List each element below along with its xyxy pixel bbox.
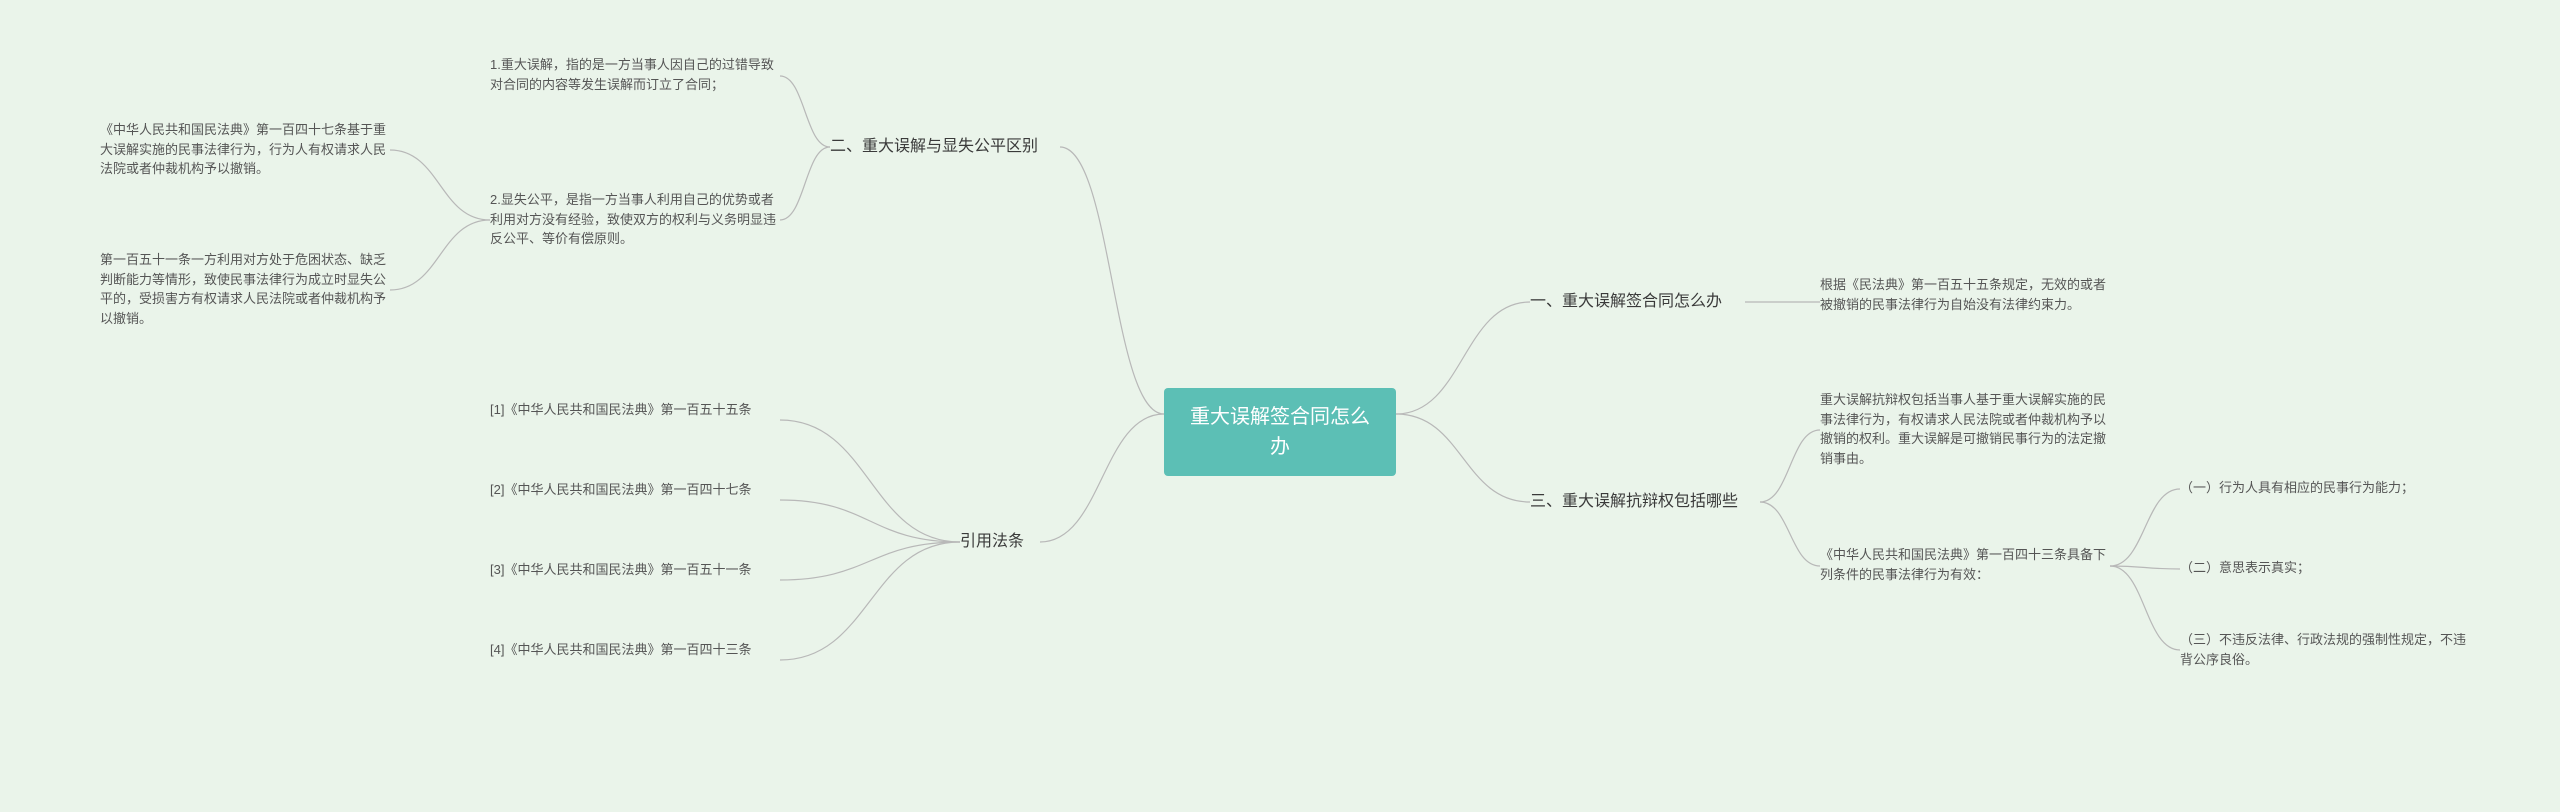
leaf-node: （三）不违反法律、行政法规的强制性规定，不违背公序良俗。 bbox=[2180, 630, 2470, 669]
connector bbox=[1040, 414, 1164, 542]
connector bbox=[780, 147, 830, 220]
leaf-node: （二）意思表示真实； bbox=[2180, 558, 2460, 578]
connector bbox=[2110, 566, 2180, 650]
leaf-node: 重大误解抗辩权包括当事人基于重大误解实施的民事法律行为，有权请求人民法院或者仲裁… bbox=[1820, 390, 2110, 468]
leaf-node: [2]《中华人民共和国民法典》第一百四十七条 bbox=[490, 480, 780, 500]
root-label: 重大误解签合同怎么办 bbox=[1190, 406, 1370, 458]
leaf-node: 《中华人民共和国民法典》第一百四十三条具备下列条件的民事法律行为有效： bbox=[1820, 545, 2110, 584]
branch-node: 三、重大误解抗辩权包括哪些 bbox=[1530, 490, 1760, 514]
leaf-node: [4]《中华人民共和国民法典》第一百四十三条 bbox=[490, 640, 780, 660]
branch-node: 二、重大误解与显失公平区别 bbox=[830, 135, 1060, 159]
connector bbox=[1396, 414, 1530, 502]
connector bbox=[780, 420, 960, 542]
leaf-node: 2.显失公平，是指一方当事人利用自己的优势或者利用对方没有经验，致使双方的权利与… bbox=[490, 190, 780, 249]
connector bbox=[1060, 147, 1164, 414]
connector bbox=[780, 542, 960, 580]
connector bbox=[2110, 566, 2180, 569]
leaf-node: [1]《中华人民共和国民法典》第一百五十五条 bbox=[490, 400, 780, 420]
leaf-node: [3]《中华人民共和国民法典》第一百五十一条 bbox=[490, 560, 780, 580]
branch-node: 引用法条 bbox=[960, 530, 1040, 554]
connector bbox=[1760, 430, 1820, 502]
connector bbox=[780, 76, 830, 147]
leaf-node: 根据《民法典》第一百五十五条规定，无效的或者被撤销的民事法律行为自始没有法律约束… bbox=[1820, 275, 2110, 314]
connector bbox=[780, 542, 960, 660]
leaf-node: 第一百五十一条一方利用对方处于危困状态、缺乏判断能力等情形，致使民事法律行为成立… bbox=[100, 250, 390, 328]
mindmap-root: 重大误解签合同怎么办 bbox=[1164, 388, 1396, 476]
connector bbox=[780, 500, 960, 542]
connector bbox=[390, 220, 490, 290]
connector bbox=[390, 150, 490, 220]
branch-node: 一、重大误解签合同怎么办 bbox=[1530, 290, 1745, 314]
connector bbox=[1760, 502, 1820, 566]
leaf-node: 《中华人民共和国民法典》第一百四十七条基于重大误解实施的民事法律行为，行为人有权… bbox=[100, 120, 390, 179]
leaf-node: （一）行为人具有相应的民事行为能力； bbox=[2180, 478, 2460, 498]
connector bbox=[2110, 489, 2180, 566]
connector bbox=[1396, 302, 1530, 414]
leaf-node: 1.重大误解，指的是一方当事人因自己的过错导致对合同的内容等发生误解而订立了合同… bbox=[490, 55, 780, 94]
